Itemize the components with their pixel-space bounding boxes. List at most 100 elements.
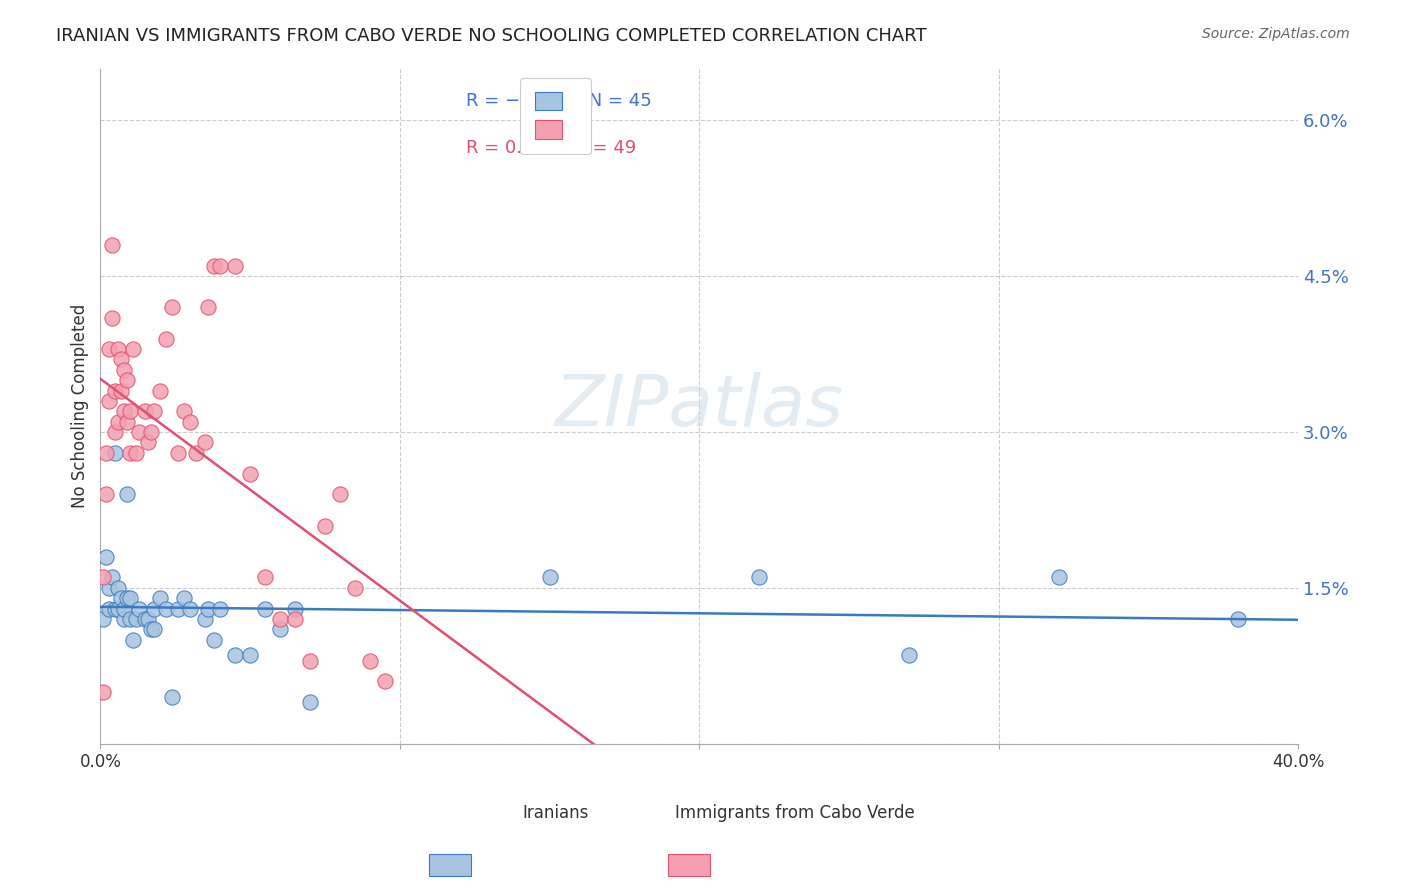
Point [160, 301, 183, 315]
Point [93, 570, 115, 584]
Point [98, 581, 121, 595]
Point [149, 384, 172, 398]
Point [128, 601, 150, 615]
Point [96, 446, 118, 460]
Point [298, 654, 321, 668]
Text: Source: ZipAtlas.com: Source: ZipAtlas.com [1202, 27, 1350, 41]
Point [120, 446, 142, 460]
Point [98, 601, 121, 615]
Point [209, 601, 232, 615]
Point [374, 674, 396, 689]
Point [254, 570, 277, 584]
Point [224, 259, 246, 273]
Point [93, 684, 115, 698]
Point [538, 570, 561, 584]
Point [359, 654, 381, 668]
Point [110, 591, 132, 606]
Point [143, 404, 166, 418]
Point [1227, 612, 1250, 626]
Point [197, 601, 219, 615]
Point [110, 352, 132, 367]
Point [202, 632, 225, 647]
Point [120, 612, 142, 626]
Point [897, 648, 920, 663]
Point [136, 435, 159, 450]
Point [112, 404, 135, 418]
Point [112, 601, 135, 615]
Point [96, 549, 118, 564]
Y-axis label: No Schooling Completed: No Schooling Completed [72, 304, 89, 508]
Point [107, 415, 129, 429]
Point [186, 446, 208, 460]
Point [117, 415, 139, 429]
Point [149, 591, 172, 606]
Point [209, 259, 232, 273]
Text: R = 0.500   N = 49: R = 0.500 N = 49 [465, 139, 636, 157]
Point [298, 695, 321, 709]
Point [194, 612, 217, 626]
Point [93, 612, 115, 626]
Point [167, 446, 190, 460]
Point [120, 404, 142, 418]
Point [117, 591, 139, 606]
Legend: , : , [520, 78, 591, 154]
Point [141, 623, 163, 637]
Point [134, 612, 156, 626]
Point [314, 518, 336, 533]
Point [128, 425, 150, 439]
Point [284, 601, 307, 615]
Point [125, 612, 148, 626]
Point [117, 373, 139, 387]
Point [179, 415, 201, 429]
Text: Immigrants from Cabo Verde: Immigrants from Cabo Verde [675, 805, 915, 822]
Point [107, 581, 129, 595]
Point [173, 404, 195, 418]
Point [269, 612, 291, 626]
Point [112, 612, 135, 626]
Point [120, 591, 142, 606]
Point [104, 601, 127, 615]
Point [104, 384, 127, 398]
Point [110, 384, 132, 398]
Point [136, 612, 159, 626]
Point [122, 342, 145, 356]
Point [254, 601, 277, 615]
Point [112, 363, 135, 377]
Point [107, 601, 129, 615]
Point [104, 425, 127, 439]
Text: IRANIAN VS IMMIGRANTS FROM CABO VERDE NO SCHOOLING COMPLETED CORRELATION CHART: IRANIAN VS IMMIGRANTS FROM CABO VERDE NO… [56, 27, 927, 45]
Text: Iranians: Iranians [522, 805, 589, 822]
Point [197, 301, 219, 315]
Point [202, 259, 225, 273]
Point [125, 446, 148, 460]
Point [117, 487, 139, 501]
Point [284, 612, 307, 626]
Point [143, 623, 166, 637]
Point [224, 648, 246, 663]
Point [96, 487, 118, 501]
Point [160, 690, 183, 704]
Point [239, 648, 262, 663]
Point [748, 570, 770, 584]
Point [101, 238, 124, 252]
Point [122, 632, 145, 647]
Point [329, 487, 352, 501]
Point [101, 310, 124, 325]
Point [269, 623, 291, 637]
Text: R = −0.371   N = 45: R = −0.371 N = 45 [465, 92, 651, 110]
Point [155, 601, 177, 615]
Point [98, 393, 121, 408]
Point [194, 435, 217, 450]
Point [179, 601, 201, 615]
Point [155, 332, 177, 346]
Point [107, 342, 129, 356]
Point [143, 601, 166, 615]
Point [134, 404, 156, 418]
Point [104, 446, 127, 460]
Point [239, 467, 262, 481]
Point [343, 581, 366, 595]
Point [173, 591, 195, 606]
Point [141, 425, 163, 439]
Point [101, 570, 124, 584]
Point [167, 601, 190, 615]
